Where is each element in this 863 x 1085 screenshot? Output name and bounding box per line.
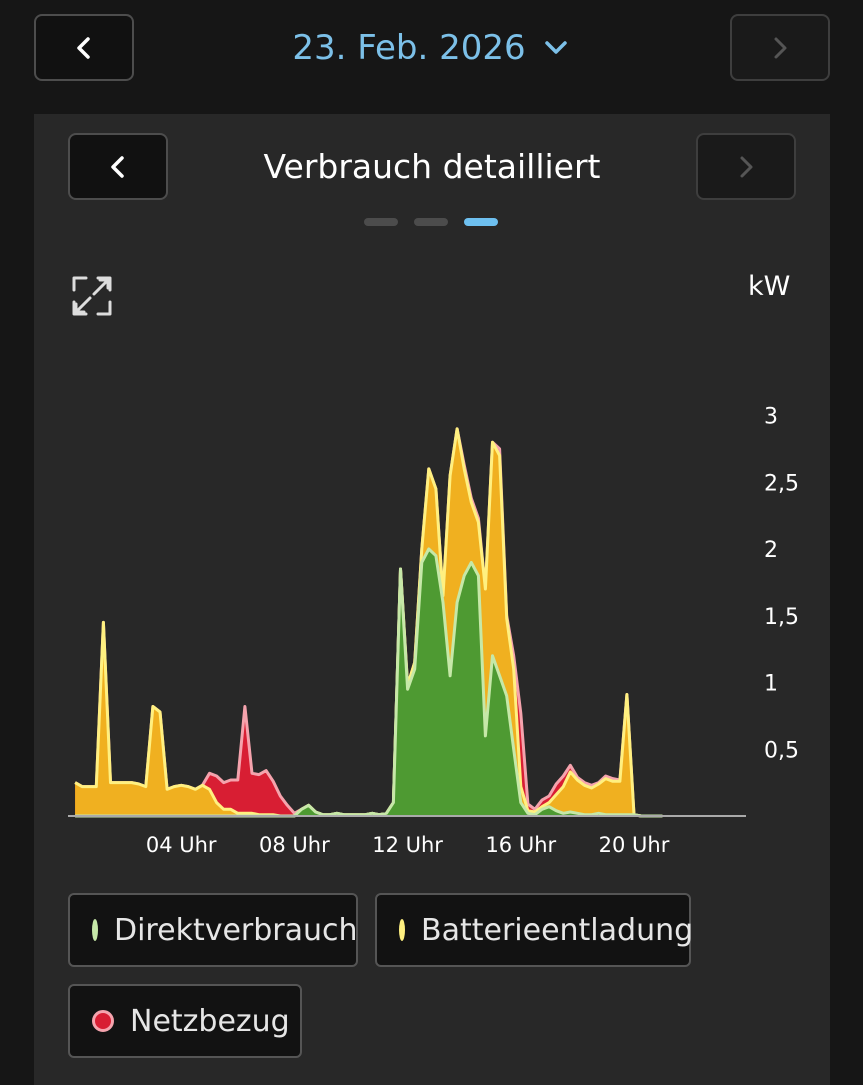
y-tick-label: 1,5	[764, 605, 799, 630]
previous-day-button[interactable]	[34, 14, 134, 81]
legend-label: Direktverbrauch	[114, 912, 358, 948]
page-indicator	[364, 218, 498, 226]
legend-direktverbrauch[interactable]: Direktverbrauch	[68, 893, 358, 967]
expand-icon[interactable]	[70, 274, 114, 318]
consumption-chart: 04 Uhr 08 Uhr 12 Uhr 16 Uhr 20 Uhr 0,5 1 1,5 2 2,…	[68, 405, 799, 857]
y-tick-label: 2	[764, 538, 778, 563]
area-batterieentladung-line	[74, 427, 663, 818]
y-tick-label: 0,5	[764, 738, 799, 763]
chevron-left-icon	[111, 155, 124, 178]
y-tick-label: 1	[764, 672, 778, 697]
legend-dot-green	[92, 919, 98, 941]
legend-label: Netzbezug	[130, 1003, 290, 1039]
date-navigation-bar: 23. Feb. 2026	[0, 0, 863, 114]
y-tick-label: 3	[764, 405, 778, 430]
card-title: Verbrauch detailliert	[263, 147, 601, 186]
chevron-right-icon	[774, 37, 787, 58]
date-selector[interactable]: 23. Feb. 2026	[260, 14, 600, 81]
date-label: 23. Feb. 2026	[292, 27, 526, 68]
legend-netzbezug[interactable]: Netzbezug	[68, 984, 302, 1058]
x-tick-label: 04 Uhr	[146, 833, 217, 857]
previous-view-button[interactable]	[68, 133, 168, 200]
x-tick-label: 20 Uhr	[599, 833, 670, 857]
page-dot[interactable]	[364, 218, 398, 226]
page-dot[interactable]	[414, 218, 448, 226]
legend-batterieentladung[interactable]: Batterieentladung	[375, 893, 694, 967]
legend-label: Batterieentladung	[421, 912, 694, 948]
next-day-button[interactable]	[730, 14, 830, 81]
consumption-card: Verbrauch detailliert kW 04 Uhr 08 Uhr 12 …	[34, 114, 830, 1085]
x-tick-label: 08 Uhr	[259, 833, 330, 857]
legend-dot-red	[92, 1010, 114, 1032]
y-tick-label: 2,5	[764, 471, 799, 496]
chevron-left-icon	[77, 36, 90, 59]
chevron-down-icon	[544, 40, 567, 54]
page-dot-active[interactable]	[464, 218, 498, 226]
legend-dot-yellow	[399, 919, 405, 941]
x-tick-label: 12 Uhr	[372, 833, 443, 857]
chevron-right-icon	[740, 156, 753, 177]
x-tick-label: 16 Uhr	[485, 833, 556, 857]
unit-label: kW	[748, 271, 791, 302]
next-view-button[interactable]	[696, 133, 796, 200]
